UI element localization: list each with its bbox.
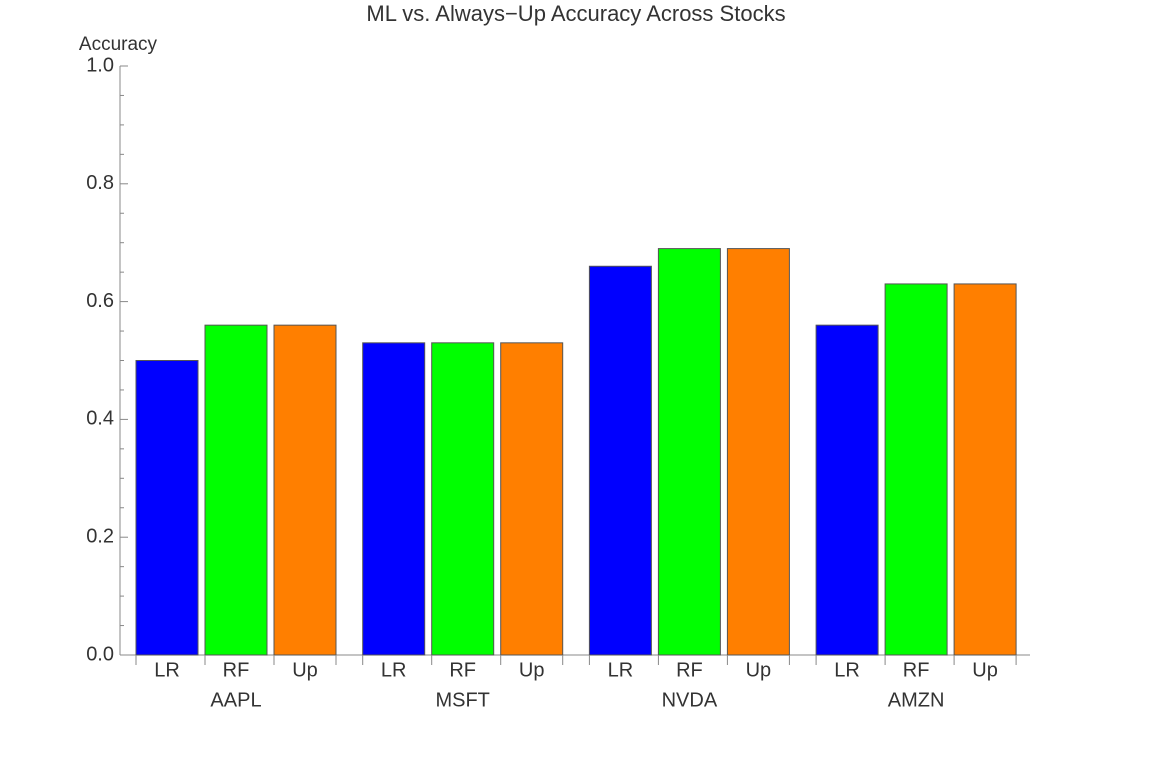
bar [588,265,652,656]
x-group-label: MSFT [435,689,489,711]
y-tick-label: 0.2 [86,525,114,547]
x-tick-label: RF [676,659,703,681]
chart-title: ML vs. Always−Up Accuracy Across Stocks [366,1,785,26]
x-tick-label: LR [381,659,407,681]
x-tick-label: RF [903,659,930,681]
x-tick-label: Up [519,659,545,681]
bar [815,324,879,656]
bar [273,324,337,656]
x-tick-label: Up [972,659,998,681]
y-tick-label: 0.6 [86,290,114,312]
y-axis-label: Accuracy [79,34,158,55]
y-tick-label: 1.0 [86,54,114,76]
bar [135,360,199,656]
bar [726,248,790,656]
x-tick-label: LR [154,659,180,681]
x-tick-label: RF [449,659,476,681]
bar [500,342,564,656]
y-tick-label: 0.4 [86,408,114,430]
x-group-label: NVDA [662,689,718,711]
bar [431,342,495,656]
y-tick-label: 0.8 [86,172,114,194]
bar [953,283,1017,656]
bar [204,324,268,656]
x-tick-label: RF [223,659,250,681]
x-group-label: AAPL [210,689,261,711]
x-tick-label: Up [292,659,318,681]
bar [657,248,721,656]
x-tick-label: Up [746,659,772,681]
bar [884,283,948,656]
y-tick-label: 0.0 [86,643,114,665]
x-tick-label: LR [834,659,860,681]
bar [362,342,426,656]
x-tick-label: LR [608,659,634,681]
x-group-label: AMZN [888,689,945,711]
